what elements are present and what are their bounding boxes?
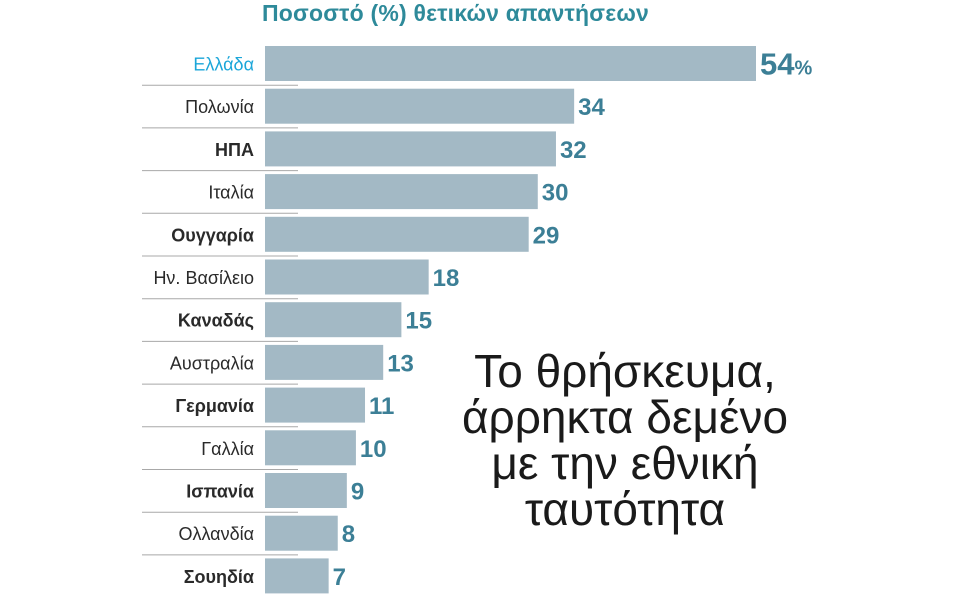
bar <box>265 558 329 594</box>
category-label: Πολωνία <box>185 97 254 117</box>
bar <box>265 302 402 338</box>
bar <box>265 344 384 380</box>
value-label: 10 <box>360 436 387 463</box>
category-label: Γερμανία <box>175 396 254 416</box>
value-label: 32 <box>560 137 587 164</box>
headline-line-1: Το θρήσκευμα, <box>474 345 776 397</box>
category-label: Γαλλία <box>201 439 254 459</box>
bar <box>265 88 575 124</box>
bar <box>265 216 529 252</box>
percent-suffix: % <box>794 58 812 80</box>
bar <box>265 473 347 508</box>
value-label: 18 <box>433 265 460 292</box>
headline-line-2: άρρηκτα δεμένο <box>461 391 789 443</box>
category-label: Ολλανδία <box>178 524 254 544</box>
value-label: 54% <box>760 47 812 82</box>
value-label: 11 <box>369 393 394 420</box>
value-label: 9 <box>351 479 364 506</box>
category-label: Ισπανία <box>186 482 254 502</box>
category-label: Αυστραλία <box>170 353 254 373</box>
category-label: ΗΠΑ <box>215 140 254 160</box>
bar <box>265 430 356 466</box>
value-label: 8 <box>342 521 355 548</box>
value-label: 34 <box>578 94 605 121</box>
chart-title: Ποσοστό (%) θετικών απαντήσεων <box>262 0 649 26</box>
value-label: 29 <box>533 222 560 249</box>
category-label: Σουηδία <box>184 567 254 587</box>
value-label: 7 <box>333 564 346 591</box>
category-label: Ελλάδα <box>193 55 254 75</box>
bar <box>265 387 366 423</box>
value-label: 13 <box>387 350 414 377</box>
category-label: Ουγγαρία <box>171 225 254 245</box>
value-label: 30 <box>542 180 569 207</box>
headline-line-3: με την εθνική <box>491 437 759 489</box>
category-label: Καναδάς <box>178 311 254 331</box>
headline: Το θρήσκευμα, άρρηκτα δεμένο με την εθνι… <box>430 348 820 532</box>
headline-line-4: ταυτότητα <box>524 483 726 535</box>
bar <box>265 174 538 210</box>
category-label: Ιταλία <box>208 183 254 203</box>
value-label: 15 <box>405 308 432 335</box>
bar <box>265 259 429 295</box>
category-label: Ην. Βασίλειο <box>153 268 254 288</box>
bar <box>265 515 338 551</box>
bar <box>265 46 756 81</box>
bar <box>265 131 556 167</box>
